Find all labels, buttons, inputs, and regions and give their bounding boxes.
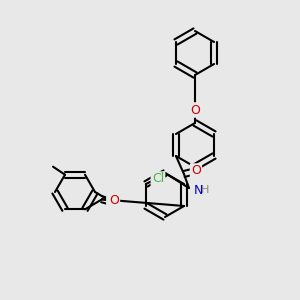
Text: N: N	[194, 184, 203, 196]
Text: O: O	[191, 164, 201, 178]
Text: H: H	[201, 185, 209, 195]
Text: O: O	[109, 194, 119, 207]
Text: O: O	[190, 103, 200, 116]
Text: N: N	[107, 196, 117, 209]
Text: Cl: Cl	[152, 172, 164, 185]
